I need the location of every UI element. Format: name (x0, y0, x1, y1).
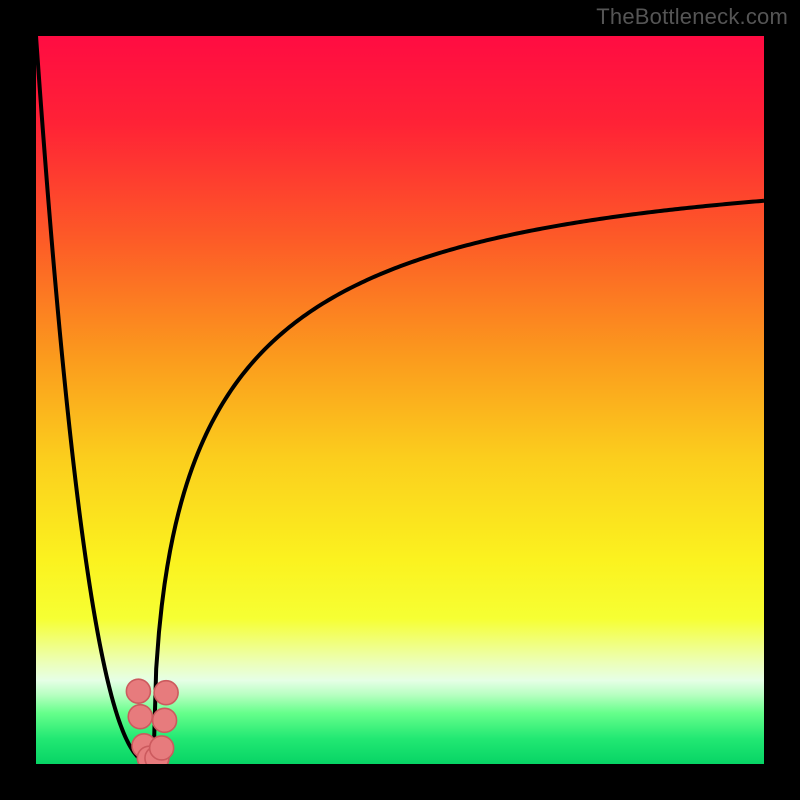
chart-container: TheBottleneck.com (0, 0, 800, 800)
marker-dot (153, 708, 177, 732)
marker-dot (154, 681, 178, 705)
plot-svg (0, 0, 800, 800)
watermark-text: TheBottleneck.com (596, 4, 788, 30)
marker-dot (126, 679, 150, 703)
chart-background-gradient (36, 36, 764, 764)
marker-dot (150, 736, 174, 760)
marker-dot (128, 705, 152, 729)
